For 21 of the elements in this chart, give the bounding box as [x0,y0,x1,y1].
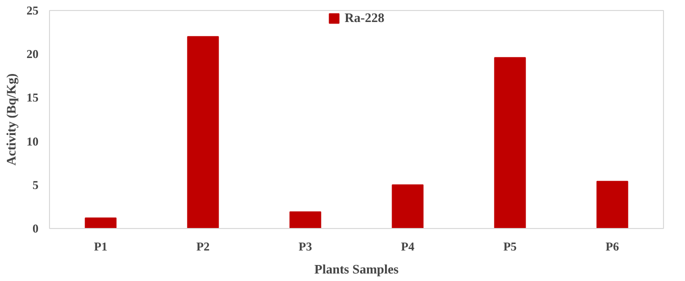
x-axis-title: Plants Samples [314,262,399,276]
y-tick-label: 15 [26,90,38,105]
bar [494,57,526,228]
x-tick-label: P4 [401,240,414,254]
x-tick-label: P3 [298,240,312,254]
y-tick-label: 25 [26,4,38,18]
y-tick-label: 10 [26,134,38,148]
bar [289,211,322,228]
x-tick-label: P5 [503,240,517,254]
bar [596,180,628,228]
bar [392,184,424,228]
y-tick-label: 0 [32,222,38,236]
bar [187,36,219,228]
y-axis-title: Activity (Bq/Kg) [4,73,18,166]
x-tick-label: P6 [606,240,620,254]
x-tick-label: P2 [196,240,210,254]
y-tick-label: 20 [26,47,38,62]
y-tick-label: 5 [32,178,38,192]
x-tick-label: P1 [94,240,108,254]
legend-label: Ra-228 [344,10,384,26]
bar [84,218,117,228]
